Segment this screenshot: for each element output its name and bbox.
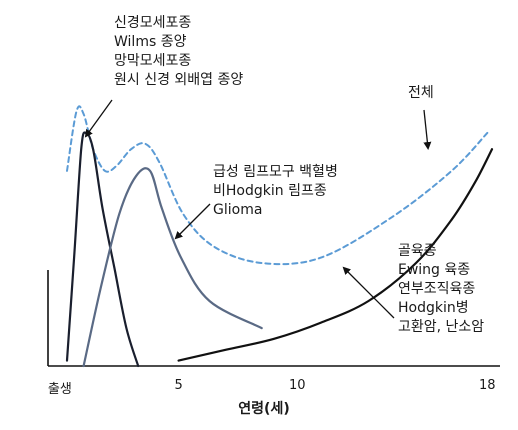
annotation-group-c: 골육종 Ewing 육종 연부조직육종 Hodgkin병 고환암, 난소암 bbox=[398, 242, 484, 337]
annotation-arrows bbox=[84, 99, 432, 319]
x-tick-label: 5 bbox=[174, 378, 183, 393]
annotation-group-b: 급성 림프모구 백혈병 비Hodgkin 림프종 Glioma bbox=[213, 163, 338, 220]
annotation-line: 신경모세포종 bbox=[114, 15, 192, 31]
series-line-group-c bbox=[177, 148, 494, 362]
annotation-line: Wilms 종양 bbox=[114, 34, 187, 50]
series-line-group-b bbox=[82, 167, 263, 368]
x-tick-label: 출생 bbox=[47, 382, 72, 397]
x-axis-label: 연령(세) bbox=[238, 401, 290, 417]
annotation-line: 비Hodgkin 림프종 bbox=[213, 183, 327, 199]
annotation-line: 고환암, 난소암 bbox=[398, 319, 485, 335]
annotation-line: 급성 림프모구 백혈병 bbox=[213, 164, 338, 180]
annotation-line: 망막모세포종 bbox=[114, 53, 192, 69]
arrow-to-group-a bbox=[84, 99, 113, 138]
arrow-to-total bbox=[423, 109, 432, 150]
series-line-group-a bbox=[65, 131, 140, 368]
x-tick-label: 18 bbox=[478, 378, 496, 393]
annotation-line: Hodgkin병 bbox=[398, 300, 469, 316]
chart-axes bbox=[47, 270, 500, 367]
annotation-group-a: 신경모세포종 Wilms 종양 망막모세포종 원시 신경 외배엽 종양 bbox=[114, 14, 243, 90]
annotation-line: 연부조직육종 bbox=[398, 281, 476, 297]
annotation-line: 골육종 bbox=[398, 243, 437, 259]
arrow-to-group-c bbox=[342, 266, 395, 319]
annotation-line: 원시 신경 외배엽 종양 bbox=[114, 72, 244, 88]
annotation-total: 전체 bbox=[408, 85, 434, 101]
annotation-line: Ewing 육종 bbox=[398, 262, 471, 278]
annotation-line: Glioma bbox=[213, 202, 263, 218]
x-tick-label: 10 bbox=[289, 378, 306, 393]
arrow-to-group-b bbox=[174, 203, 211, 240]
